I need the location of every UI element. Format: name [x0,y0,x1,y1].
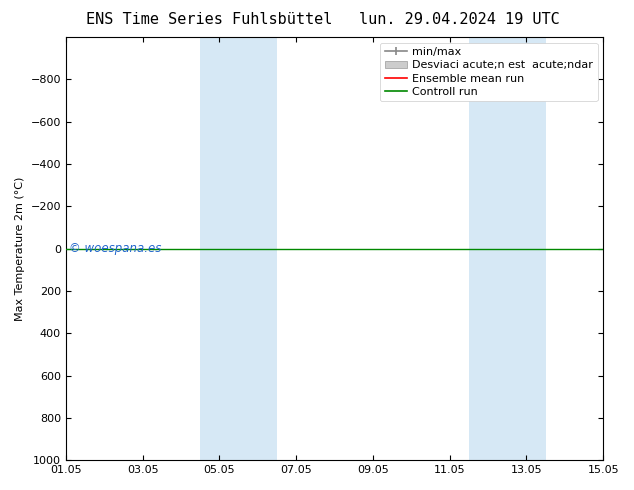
Bar [200,37,277,460]
Text: ENS Time Series Fuhlsbüttel: ENS Time Series Fuhlsbüttel [86,12,332,27]
Y-axis label: Max Temperature 2m (°C): Max Temperature 2m (°C) [15,176,25,321]
Bar [469,37,546,460]
Legend: min/max, Desviaci acute;n est  acute;ndar, Ensemble mean run, Controll run: min/max, Desviaci acute;n est acute;ndar… [380,43,598,101]
Text: lun. 29.04.2024 19 UTC: lun. 29.04.2024 19 UTC [359,12,560,27]
Text: © woespana.es: © woespana.es [68,242,161,255]
